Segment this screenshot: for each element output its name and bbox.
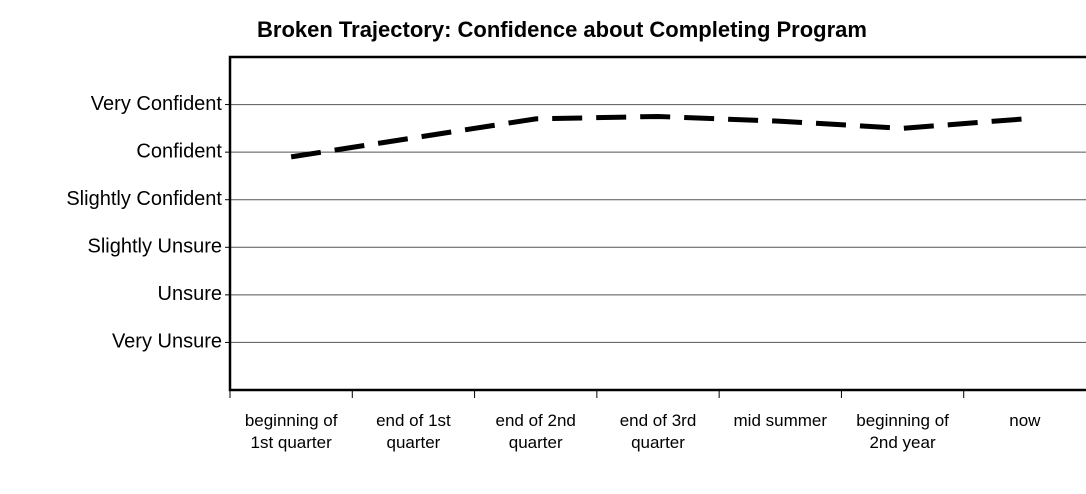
chart-title: Broken Trajectory: Confidence about Comp…	[257, 17, 867, 42]
y-tick-label: Slightly Confident	[66, 188, 222, 210]
x-tick-label: end of 2nd quarter	[495, 411, 576, 452]
y-tick-label: Very Confident	[91, 93, 223, 115]
y-tick-label: Unsure	[158, 283, 222, 305]
x-tick-label: beginning of 2nd year	[856, 411, 949, 452]
y-tick-label: Slightly Unsure	[87, 236, 222, 258]
y-tick-label: Very Unsure	[112, 331, 222, 353]
x-tick-label: mid summer	[733, 411, 828, 430]
x-tick-label: end of 3rd quarter	[619, 411, 697, 452]
x-tick-label: beginning of 1st quarter	[244, 411, 338, 452]
x-tick-label: now	[1009, 411, 1041, 430]
plot-frame	[228, 55, 1086, 392]
x-tick-label: end of 1st quarter	[376, 411, 451, 452]
y-tick-label: Confident	[136, 140, 222, 162]
data-line	[290, 113, 1026, 160]
